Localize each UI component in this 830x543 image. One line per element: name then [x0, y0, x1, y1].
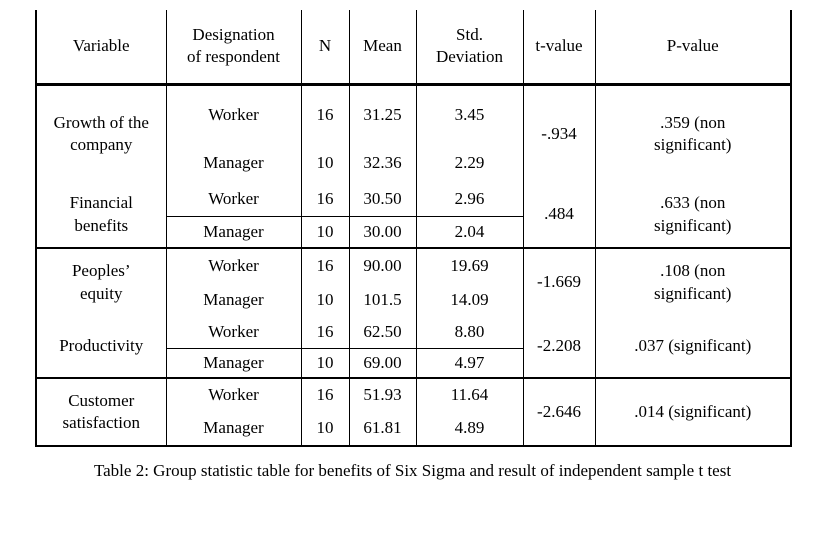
- std-cell: 14.09: [415, 284, 524, 316]
- designation-cell: Worker: [165, 316, 302, 349]
- t-value-cell: -2.646: [522, 378, 596, 446]
- designation-cell: Manager: [165, 144, 302, 182]
- t-value-cell: -2.208: [522, 316, 596, 379]
- variable-cell: Peoples’ equity: [35, 248, 167, 316]
- col-header-p-value: P-value: [594, 10, 792, 86]
- n-cell: 16: [300, 378, 350, 412]
- n-cell: 16: [300, 248, 350, 284]
- mean-cell: 69.00: [348, 348, 417, 379]
- n-cell: 10: [300, 412, 350, 446]
- p-value-cell: .037 (significant): [594, 316, 792, 379]
- table-header-row: Variable Designation of respondent N Mea…: [35, 10, 792, 86]
- designation-cell: Manager: [165, 348, 302, 379]
- n-cell: 16: [300, 316, 350, 349]
- designation-cell: Worker: [165, 84, 302, 144]
- n-cell: 16: [300, 182, 350, 217]
- n-cell: 10: [300, 284, 350, 316]
- statistics-table: Variable Designation of respondent N Mea…: [35, 10, 792, 447]
- designation-cell: Worker: [165, 182, 302, 217]
- mean-cell: 101.5: [348, 284, 417, 316]
- n-cell: 10: [300, 144, 350, 182]
- variable-cell: Financial benefits: [35, 182, 167, 249]
- std-cell: 8.80: [415, 316, 524, 349]
- col-header-std: Std. Deviation: [415, 10, 524, 86]
- designation-cell: Manager: [165, 284, 302, 316]
- mean-cell: 62.50: [348, 316, 417, 349]
- table-row: Manager 10 32.36 2.29: [36, 144, 791, 182]
- variable-cell: Productivity: [35, 316, 167, 379]
- designation-cell: Worker: [165, 378, 302, 412]
- mean-cell: 32.36: [348, 144, 417, 182]
- mean-cell: 61.81: [348, 412, 417, 446]
- table-row: Manager 10 69.00 4.97: [36, 348, 791, 379]
- col-header-t-value: t-value: [522, 10, 596, 86]
- mean-cell: 30.00: [348, 216, 417, 249]
- std-cell: 2.96: [415, 182, 524, 217]
- table-row: Manager 10 101.5 14.09: [36, 284, 791, 316]
- n-cell: 10: [300, 216, 350, 249]
- table-row: Manager 10 61.81 4.89: [36, 412, 791, 446]
- mean-cell: 90.00: [348, 248, 417, 284]
- std-cell: 2.29: [415, 144, 524, 182]
- table-row: Peoples’ equity Worker 16 90.00 19.69 -1…: [35, 248, 792, 316]
- col-header-mean: Mean: [348, 10, 417, 86]
- std-cell: 3.45: [415, 84, 524, 144]
- col-header-designation: Designation of respondent: [165, 10, 302, 86]
- std-cell: 2.04: [415, 216, 524, 249]
- table-row: Financial benefits Worker 16 30.50 2.96 …: [35, 182, 792, 249]
- p-value-cell: .633 (non significant): [594, 182, 792, 249]
- col-header-n: N: [300, 10, 350, 86]
- t-value-cell: -1.669: [522, 248, 596, 316]
- table-row: Manager 10 30.00 2.04: [36, 216, 791, 249]
- n-cell: 10: [300, 348, 350, 379]
- p-value-cell: .014 (significant): [594, 378, 792, 446]
- variable-cell: Growth of the company: [35, 84, 167, 182]
- mean-cell: 51.93: [348, 378, 417, 412]
- mean-cell: 30.50: [348, 182, 417, 217]
- table-row: Customer satisfaction Worker 16 51.93 11…: [35, 378, 792, 446]
- designation-cell: Manager: [165, 412, 302, 446]
- designation-cell: Worker: [165, 248, 302, 284]
- table-caption: Table 2: Group statistic table for benef…: [93, 461, 732, 480]
- designation-cell: Manager: [165, 216, 302, 249]
- std-cell: 4.89: [415, 412, 524, 446]
- p-value-cell: .359 (non significant): [594, 84, 792, 182]
- t-value-cell: .484: [522, 182, 596, 249]
- variable-cell: Customer satisfaction: [35, 378, 167, 446]
- t-value-cell: -.934: [522, 84, 596, 182]
- p-value-cell: .108 (non significant): [594, 248, 792, 316]
- table-row: Growth of the company Worker 16 31.25 3.…: [35, 84, 792, 182]
- std-cell: 19.69: [415, 248, 524, 284]
- n-cell: 16: [300, 84, 350, 144]
- std-cell: 4.97: [415, 348, 524, 379]
- std-cell: 11.64: [415, 378, 524, 412]
- col-header-variable: Variable: [35, 10, 167, 86]
- table-row: Productivity Worker 16 62.50 8.80 -2.208…: [35, 316, 792, 379]
- mean-cell: 31.25: [348, 84, 417, 144]
